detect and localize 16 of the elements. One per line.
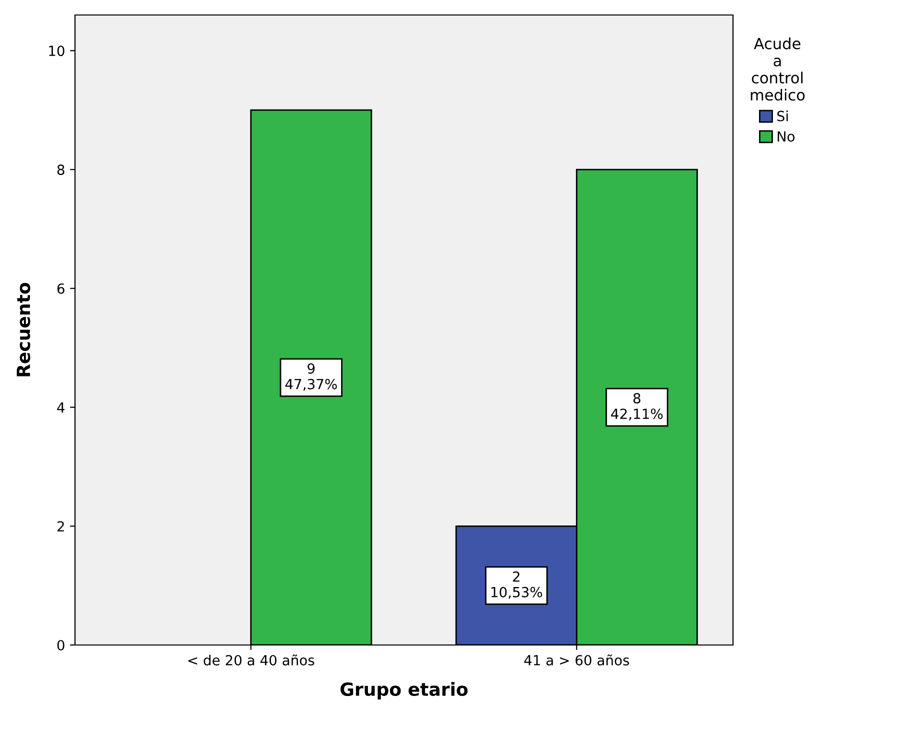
x-tick-label: < de 20 a 40 años — [188, 654, 314, 666]
y-tick-label: 6 — [57, 283, 64, 294]
y-tick-label: 4 — [57, 402, 64, 413]
x-axis-title: Grupo etario — [340, 682, 468, 700]
legend-label: No — [778, 131, 795, 142]
y-tick-label: 10 — [49, 46, 64, 56]
y-tick-label: 2 — [57, 521, 64, 532]
data-label: 2 10,53% — [491, 571, 542, 599]
legend-label: Si — [777, 110, 788, 122]
y-axis-title: Recuento — [16, 282, 30, 376]
data-label: 8 42,11% — [611, 393, 663, 420]
y-tick-label: 8 — [57, 164, 64, 175]
y-tick-label: 0 — [57, 640, 64, 650]
data-label: 9 47,37% — [285, 363, 337, 391]
legend-title: Acude a control medico — [750, 38, 805, 101]
x-tick-label: 41 a > 60 años — [524, 654, 630, 666]
